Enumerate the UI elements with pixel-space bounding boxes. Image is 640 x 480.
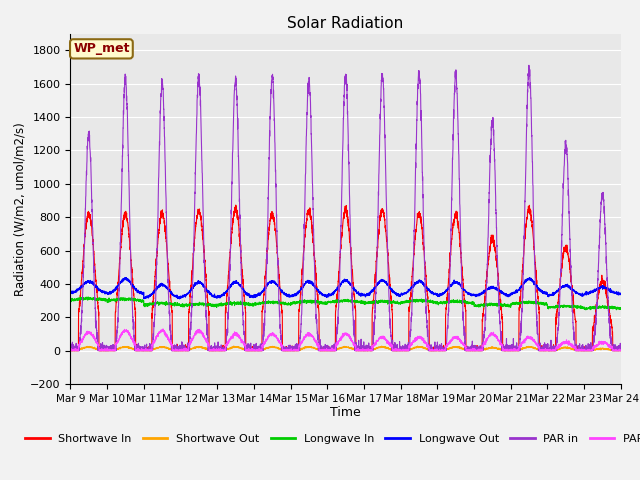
Text: WP_met: WP_met bbox=[73, 42, 130, 55]
Shortwave Out bbox=[469, 348, 477, 353]
Shortwave Out bbox=[230, 343, 237, 349]
Line: Shortwave Out: Shortwave Out bbox=[70, 346, 621, 350]
PAR out bbox=[166, 339, 173, 345]
PAR out bbox=[67, 348, 74, 353]
Shortwave Out bbox=[439, 348, 447, 353]
Shortwave In bbox=[616, 347, 624, 352]
PAR in bbox=[617, 348, 625, 353]
Line: Longwave Out: Longwave Out bbox=[70, 277, 621, 299]
PAR out bbox=[325, 348, 333, 353]
Line: Shortwave In: Shortwave In bbox=[70, 205, 621, 350]
PAR out bbox=[617, 348, 625, 353]
PAR in bbox=[67, 348, 74, 353]
Shortwave In bbox=[166, 284, 173, 289]
Line: PAR out: PAR out bbox=[70, 329, 621, 350]
Shortwave Out bbox=[67, 348, 74, 353]
PAR in bbox=[166, 311, 173, 317]
Longwave In bbox=[582, 307, 589, 312]
Shortwave In bbox=[67, 348, 74, 353]
Longwave Out bbox=[176, 296, 184, 302]
Longwave Out bbox=[439, 290, 447, 296]
PAR in bbox=[616, 346, 624, 352]
PAR out bbox=[469, 348, 477, 353]
Title: Solar Radiation: Solar Radiation bbox=[287, 16, 404, 31]
X-axis label: Time: Time bbox=[330, 407, 361, 420]
PAR in bbox=[469, 343, 477, 349]
Longwave Out bbox=[616, 290, 624, 296]
Longwave Out bbox=[122, 275, 129, 280]
Longwave In bbox=[166, 301, 173, 307]
Legend: Shortwave In, Shortwave Out, Longwave In, Longwave Out, PAR in, PAR out: Shortwave In, Shortwave Out, Longwave In… bbox=[20, 430, 640, 448]
Shortwave Out bbox=[325, 348, 333, 353]
Y-axis label: Radiation (W/m2, umol/m2/s): Radiation (W/m2, umol/m2/s) bbox=[13, 122, 26, 296]
Shortwave In bbox=[67, 347, 74, 352]
PAR out bbox=[67, 348, 74, 353]
Longwave In bbox=[325, 300, 333, 305]
PAR out bbox=[616, 348, 624, 353]
Shortwave Out bbox=[67, 348, 74, 353]
Shortwave In bbox=[439, 345, 447, 351]
PAR in bbox=[438, 348, 446, 353]
Shortwave Out bbox=[617, 348, 625, 353]
Shortwave Out bbox=[616, 348, 624, 353]
PAR out bbox=[439, 347, 447, 353]
Line: Longwave In: Longwave In bbox=[70, 297, 621, 310]
Line: PAR in: PAR in bbox=[70, 65, 621, 350]
Longwave Out bbox=[469, 292, 477, 298]
PAR out bbox=[159, 326, 167, 332]
Longwave In bbox=[617, 306, 625, 312]
Longwave Out bbox=[325, 292, 333, 298]
PAR in bbox=[500, 346, 508, 352]
PAR in bbox=[525, 62, 532, 68]
PAR in bbox=[325, 347, 333, 353]
Shortwave In bbox=[232, 202, 239, 208]
Longwave In bbox=[500, 301, 508, 307]
Shortwave In bbox=[325, 346, 333, 352]
Shortwave In bbox=[617, 348, 625, 353]
Longwave Out bbox=[166, 289, 173, 295]
Shortwave Out bbox=[166, 346, 173, 351]
PAR out bbox=[500, 348, 508, 353]
Longwave Out bbox=[500, 292, 508, 298]
Shortwave In bbox=[500, 348, 508, 353]
Longwave In bbox=[84, 294, 92, 300]
Longwave Out bbox=[617, 291, 625, 297]
Longwave In bbox=[67, 298, 74, 303]
Shortwave Out bbox=[500, 348, 508, 353]
Longwave In bbox=[616, 305, 624, 311]
Longwave Out bbox=[67, 289, 74, 295]
Shortwave In bbox=[469, 345, 477, 350]
Longwave In bbox=[469, 300, 477, 306]
Longwave In bbox=[438, 301, 446, 307]
